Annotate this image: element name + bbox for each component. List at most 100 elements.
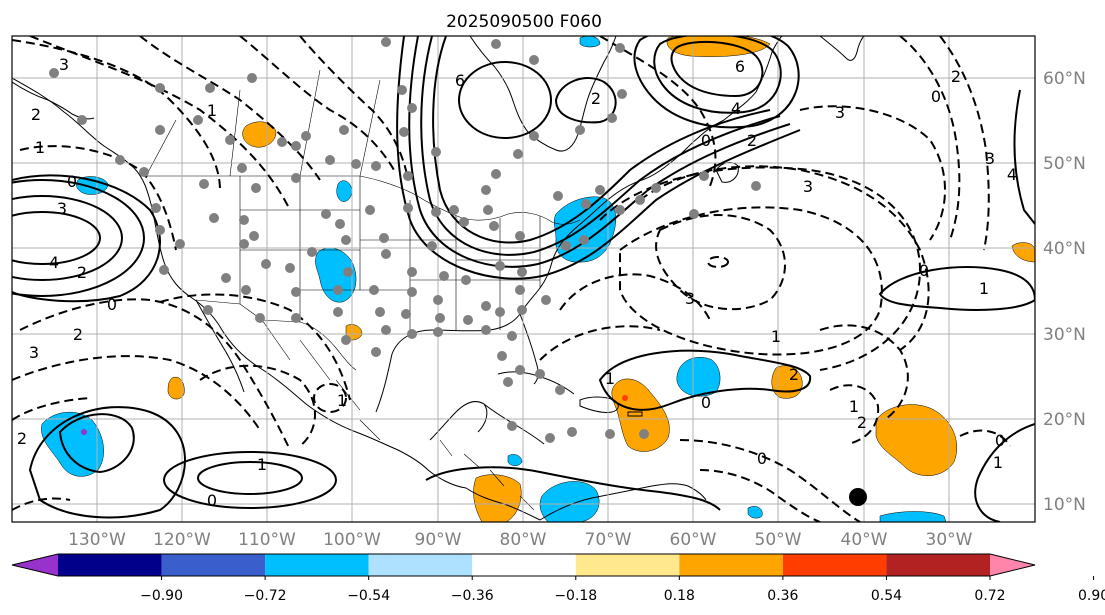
latitude-labels: 60°N 50°N 40°N 30°N 20°N 10°N bbox=[1043, 69, 1086, 515]
lon-label-110w: 110°W bbox=[238, 530, 296, 550]
contour-label: 4 bbox=[1007, 165, 1017, 184]
contour-label: 2 bbox=[857, 413, 867, 432]
central-america-borders bbox=[439, 439, 535, 511]
colorbar-swatch bbox=[472, 554, 576, 576]
colorbar-tick-label: 0.72 bbox=[974, 588, 1005, 604]
contour-line bbox=[599, 166, 922, 371]
contour-line bbox=[707, 256, 729, 268]
contour-line bbox=[420, 36, 781, 256]
contour-label: 1 bbox=[849, 397, 859, 416]
colorbar-swatch bbox=[58, 554, 162, 576]
colorbar-tick-label: −0.36 bbox=[451, 588, 494, 604]
coastline-hudson-bay bbox=[469, 36, 617, 152]
lat-label-50n: 50°N bbox=[1043, 154, 1086, 174]
longitude-labels: 130°W 120°W 110°W 100°W 90°W 80°W 70°W 6… bbox=[68, 530, 973, 550]
colorbar-tick-label: 0.18 bbox=[664, 588, 695, 604]
negative-contours bbox=[12, 36, 1011, 522]
contour-line bbox=[655, 214, 786, 311]
contour-line bbox=[670, 40, 764, 98]
contour-label: 1 bbox=[979, 279, 989, 298]
contour-line bbox=[408, 36, 791, 268]
colorbar-tick-label: 0.90 bbox=[1078, 588, 1105, 604]
coastline-yucatan bbox=[429, 401, 488, 441]
state-boundaries bbox=[239, 176, 541, 330]
contour-line bbox=[12, 497, 71, 511]
contour-label: 2 bbox=[591, 89, 601, 108]
contour-line bbox=[12, 179, 145, 297]
lon-label-40w: 40°W bbox=[841, 530, 888, 550]
lat-label-10n: 10°N bbox=[1043, 495, 1086, 515]
strong-positive-point bbox=[622, 395, 628, 401]
colorbar-extend-low bbox=[12, 554, 58, 576]
contour-line bbox=[139, 36, 321, 181]
lat-label-60n: 60°N bbox=[1043, 69, 1086, 89]
contour-label: 0 bbox=[107, 295, 117, 314]
colorbar-swatch bbox=[368, 554, 473, 576]
contour-line bbox=[299, 36, 409, 181]
lon-label-100w: 100°W bbox=[323, 530, 381, 550]
contour-label: 4 bbox=[731, 99, 741, 118]
map-title: 2025090500 F060 bbox=[446, 12, 602, 32]
strong-negative-point bbox=[81, 429, 87, 435]
contour-label: 2 bbox=[747, 131, 757, 150]
contour-line bbox=[458, 61, 552, 139]
contour-line bbox=[974, 423, 1035, 522]
political-borders bbox=[145, 69, 581, 511]
contour-line bbox=[539, 325, 661, 361]
coastline-east-us bbox=[551, 119, 725, 263]
contour-line bbox=[396, 36, 801, 280]
contour-line bbox=[58, 413, 135, 474]
contour-label: 0 bbox=[919, 261, 929, 280]
contour-label: 1 bbox=[993, 453, 1003, 472]
contour-line bbox=[432, 36, 771, 244]
contour-label: 1 bbox=[771, 327, 781, 346]
contour-line bbox=[679, 439, 861, 522]
colorbar-tick-label: 0.36 bbox=[767, 588, 798, 604]
contour-line bbox=[12, 174, 161, 303]
contour-label: 6 bbox=[455, 71, 465, 90]
us-mexico-border bbox=[195, 299, 357, 371]
contour-line bbox=[19, 298, 291, 451]
lon-label-80w: 80°W bbox=[500, 530, 547, 550]
contour-line bbox=[12, 195, 123, 281]
contour-line bbox=[12, 39, 221, 191]
lat-label-30n: 30°N bbox=[1043, 325, 1086, 345]
contour-label: 3 bbox=[29, 343, 39, 362]
lat-label-40n: 40°N bbox=[1043, 239, 1086, 259]
contour-line bbox=[819, 324, 909, 421]
contour-line bbox=[939, 36, 990, 251]
coastline-baja bbox=[195, 299, 245, 393]
contour-label: 2 bbox=[73, 325, 83, 344]
contour-line bbox=[598, 349, 812, 411]
contour-line bbox=[425, 466, 721, 511]
us-canada-border bbox=[146, 175, 581, 225]
coastline-hispaniola bbox=[579, 396, 619, 413]
negative-anomaly-area bbox=[336, 180, 353, 202]
contour-line bbox=[633, 36, 800, 129]
map-frame bbox=[11, 35, 1036, 523]
lon-label-70w: 70°W bbox=[585, 530, 632, 550]
contour-label: 0 bbox=[931, 87, 941, 106]
contour-line bbox=[829, 384, 880, 445]
contour-label: 2 bbox=[77, 263, 87, 282]
negative-anomaly-area bbox=[315, 247, 357, 303]
shaded-anomalies bbox=[41, 36, 1035, 522]
contour-label: 0 bbox=[701, 131, 711, 150]
lon-label-30w: 30°W bbox=[926, 530, 973, 550]
positive-contours bbox=[12, 36, 1035, 522]
contour-line bbox=[239, 36, 395, 171]
coastline-puerto-rico bbox=[627, 411, 643, 417]
contour-line bbox=[959, 429, 1011, 447]
colorbar-swatch bbox=[265, 554, 369, 576]
contour-label: 1 bbox=[605, 369, 615, 388]
contour-line bbox=[12, 355, 261, 431]
colorbar-tick-label: −0.90 bbox=[140, 588, 183, 604]
contour-label: 3 bbox=[59, 55, 69, 74]
positive-anomaly-area bbox=[242, 121, 277, 148]
contour-label: 3 bbox=[57, 199, 67, 218]
contour-label: 1 bbox=[207, 101, 217, 120]
colorbar-tick-label: −0.18 bbox=[554, 588, 597, 604]
contour-line bbox=[12, 211, 101, 265]
contour-line bbox=[559, 273, 711, 321]
